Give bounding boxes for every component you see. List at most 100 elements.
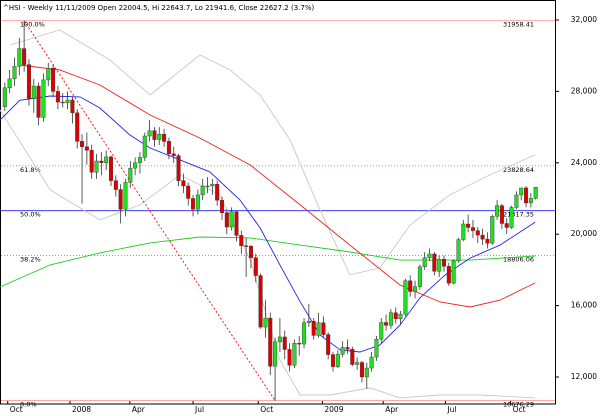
candle-body <box>80 141 85 147</box>
candle-body <box>31 85 36 99</box>
candle-body <box>350 349 355 365</box>
candle-body <box>70 99 75 114</box>
candle-body <box>162 134 167 142</box>
candle-body <box>427 253 432 258</box>
candle-body <box>297 343 302 345</box>
candle-body <box>22 48 27 65</box>
indicator-line <box>0 109 536 399</box>
fib-value: 23828.64 <box>503 166 534 174</box>
candle-body <box>239 235 244 246</box>
candle-body <box>200 185 205 196</box>
fib-value: 21317.35 <box>503 211 534 219</box>
candle-body <box>403 280 408 315</box>
candle-body <box>191 198 196 210</box>
x-tick-label: Oct <box>513 405 526 414</box>
candle-body <box>379 322 384 340</box>
candle-body <box>205 185 210 187</box>
candle-body <box>104 156 109 163</box>
candle-body <box>499 205 504 224</box>
candle-body <box>94 160 99 173</box>
x-tick-label: Jul <box>194 405 204 414</box>
x-tick-label: Apr <box>385 405 399 414</box>
candle-body <box>113 180 118 190</box>
candle-body <box>137 157 142 163</box>
candle-body <box>311 320 316 336</box>
candle-body <box>128 167 133 183</box>
candle-body <box>437 258 442 272</box>
candle-body <box>495 205 500 217</box>
candle-body <box>326 334 331 355</box>
indicator-line <box>0 95 536 353</box>
candle-body <box>7 78 12 89</box>
candle-body <box>258 275 263 328</box>
candle-body <box>157 134 162 140</box>
candle-body <box>321 322 326 335</box>
candle-body <box>181 180 186 187</box>
chart-title: ^HSI - Weekly 11/11/2009 Open 22004.5, H… <box>3 4 314 12</box>
candle-body <box>388 312 393 326</box>
y-tick-label: 12,000 <box>571 372 597 381</box>
candle-body <box>364 367 369 378</box>
x-tick-label: 2008 <box>72 405 91 414</box>
candle-body <box>65 99 70 103</box>
candle-body <box>355 362 360 365</box>
candle-body <box>133 162 138 169</box>
candle-body <box>171 153 176 156</box>
candle-body <box>176 155 181 181</box>
candle-body <box>234 211 239 236</box>
candle-body <box>345 347 350 350</box>
candle-body <box>41 79 46 118</box>
candle-body <box>12 66 17 80</box>
fib-label: 100.0% <box>20 21 45 29</box>
fib-label: 38.2% <box>20 256 41 264</box>
candle-body <box>2 87 7 107</box>
candle-body <box>253 257 258 276</box>
x-tick-label: Apr <box>132 405 146 414</box>
candle-body <box>229 211 234 228</box>
fib-label: 61.8% <box>20 166 41 174</box>
candle-body <box>514 194 519 208</box>
candle-body <box>340 347 345 355</box>
candle-body <box>369 356 374 369</box>
candle-body <box>504 223 509 228</box>
candle-body <box>287 349 292 366</box>
candle-body <box>108 156 113 181</box>
fib-label: 50.0% <box>20 211 41 219</box>
candle-body <box>263 317 268 328</box>
candle-body <box>118 189 123 210</box>
candle-body <box>51 67 56 92</box>
y-tick-label: 20,000 <box>571 229 597 238</box>
candle-body <box>166 141 171 155</box>
candle-body <box>446 266 451 284</box>
candle-body <box>273 341 278 367</box>
candle-body <box>335 353 340 367</box>
candle-body <box>432 253 437 272</box>
candle-body <box>331 354 336 367</box>
x-tick-label: Oct <box>260 405 273 414</box>
fib-value: 18806.06 <box>503 256 534 264</box>
y-tick-label: 16,000 <box>571 301 597 310</box>
candle-body <box>219 200 224 213</box>
candle-body <box>152 130 157 140</box>
candle-body <box>374 338 379 358</box>
candle-body <box>456 239 461 262</box>
candle-body <box>84 146 89 151</box>
candle-body <box>26 64 31 99</box>
candle-body <box>417 266 422 287</box>
candle-body <box>268 317 273 367</box>
candle-body <box>215 184 220 201</box>
candle-body <box>480 234 485 240</box>
candle-body <box>302 322 307 345</box>
candle-body <box>244 245 249 247</box>
candle-body <box>528 198 533 204</box>
candle-body <box>466 223 471 228</box>
fib-value: 10676.29 <box>503 401 534 409</box>
candle-body <box>306 320 311 323</box>
candle-body <box>485 238 490 244</box>
candle-body <box>75 112 80 142</box>
candle-body <box>210 184 215 187</box>
candle-body <box>248 246 253 258</box>
candle-body <box>55 91 60 103</box>
candle-body <box>99 160 104 163</box>
